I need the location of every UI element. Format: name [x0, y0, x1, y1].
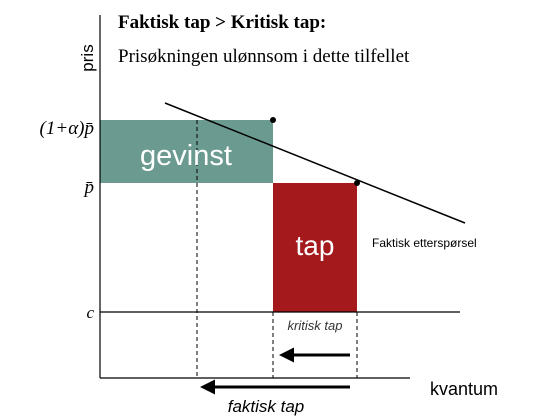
point: [354, 180, 360, 186]
actual-loss-label: faktisk tap: [228, 397, 305, 416]
loss-area: [273, 183, 357, 312]
point: [270, 117, 276, 123]
gain-label: gevinst: [140, 140, 232, 172]
price-label: c: [86, 303, 94, 322]
price-label: (1+α)p̄: [40, 118, 94, 139]
demand-label: Faktisk etterspørsel: [372, 236, 477, 250]
x-axis-label: kvantum: [430, 379, 498, 399]
demand-line: [164, 102, 466, 224]
label-box: [274, 316, 356, 334]
y-axis-label: pris: [78, 44, 97, 71]
loss-label: tap: [296, 230, 335, 261]
title: Faktisk tap > Kritisk tap:: [118, 12, 326, 33]
critical-loss-label: kritisk tap: [288, 318, 343, 333]
subtitle: Prisøkningen ulønnsom i dette tilfellet: [118, 46, 410, 67]
gain-area: [100, 120, 273, 183]
price-label: p̄: [83, 177, 95, 198]
